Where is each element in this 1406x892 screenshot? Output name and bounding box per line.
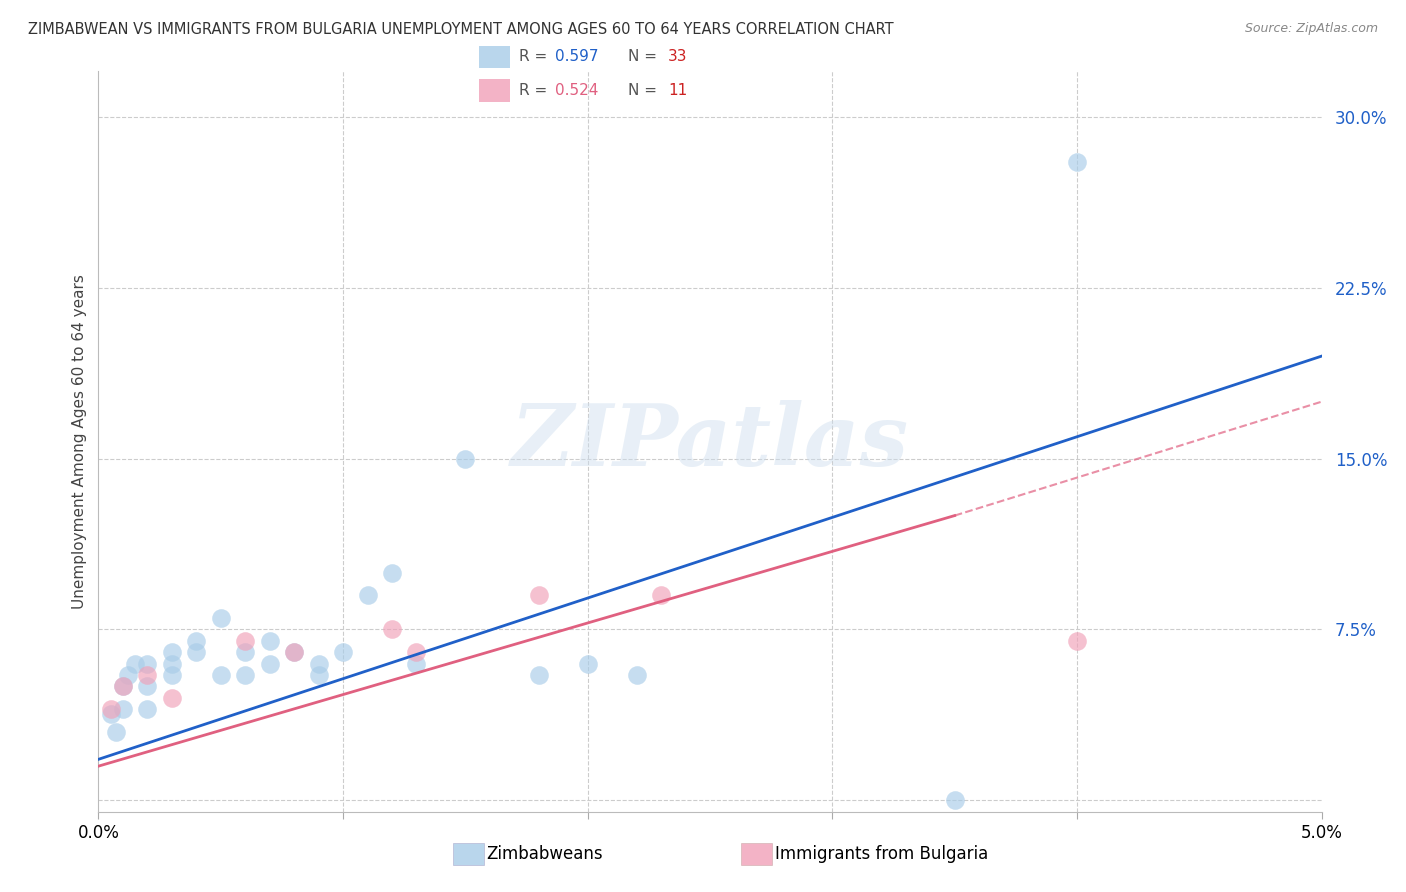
Point — [111, 702, 134, 716]
Point — [136, 702, 159, 716]
Point — [650, 588, 672, 602]
Point — [308, 668, 330, 682]
Point — [136, 680, 159, 694]
Text: 0.524: 0.524 — [555, 83, 599, 98]
Point — [124, 657, 146, 671]
Text: Immigrants from Bulgaria: Immigrants from Bulgaria — [775, 845, 988, 863]
Text: N =: N = — [628, 49, 662, 64]
Text: ZIMBABWEAN VS IMMIGRANTS FROM BULGARIA UNEMPLOYMENT AMONG AGES 60 TO 64 YEARS CO: ZIMBABWEAN VS IMMIGRANTS FROM BULGARIA U… — [28, 22, 894, 37]
Text: Zimbabweans: Zimbabweans — [486, 845, 603, 863]
Point — [233, 668, 256, 682]
Point — [111, 680, 134, 694]
Point — [100, 702, 122, 716]
Point — [332, 645, 354, 659]
Point — [283, 645, 305, 659]
Point — [111, 680, 134, 694]
Point — [308, 657, 330, 671]
Point — [356, 588, 378, 602]
Y-axis label: Unemployment Among Ages 60 to 64 years: Unemployment Among Ages 60 to 64 years — [72, 274, 87, 609]
Point — [405, 645, 427, 659]
Point — [259, 633, 281, 648]
Point — [576, 657, 599, 671]
Text: ZIPatlas: ZIPatlas — [510, 400, 910, 483]
Text: Source: ZipAtlas.com: Source: ZipAtlas.com — [1244, 22, 1378, 36]
Point — [209, 668, 232, 682]
Point — [160, 690, 183, 705]
Point — [626, 668, 648, 682]
Point — [209, 611, 232, 625]
Point — [259, 657, 281, 671]
Text: 0.597: 0.597 — [555, 49, 599, 64]
Point — [160, 668, 183, 682]
Point — [381, 566, 404, 580]
Point — [405, 657, 427, 671]
Point — [454, 451, 477, 466]
Bar — [453, 843, 484, 865]
Point — [136, 668, 159, 682]
Point — [160, 645, 183, 659]
Bar — [479, 78, 510, 102]
Point — [943, 793, 966, 807]
Point — [1066, 633, 1088, 648]
Point — [117, 668, 139, 682]
Bar — [741, 843, 772, 865]
Text: 11: 11 — [668, 83, 688, 98]
Text: N =: N = — [628, 83, 662, 98]
Point — [160, 657, 183, 671]
Point — [283, 645, 305, 659]
Bar — [479, 45, 510, 69]
Point — [527, 588, 550, 602]
Point — [136, 657, 159, 671]
Point — [381, 623, 404, 637]
Point — [104, 725, 127, 739]
Point — [186, 645, 208, 659]
Point — [1066, 155, 1088, 169]
Text: 33: 33 — [668, 49, 688, 64]
Point — [233, 633, 256, 648]
Text: R =: R = — [519, 49, 553, 64]
Point — [527, 668, 550, 682]
Point — [186, 633, 208, 648]
Point — [100, 706, 122, 721]
Point — [233, 645, 256, 659]
Text: R =: R = — [519, 83, 553, 98]
